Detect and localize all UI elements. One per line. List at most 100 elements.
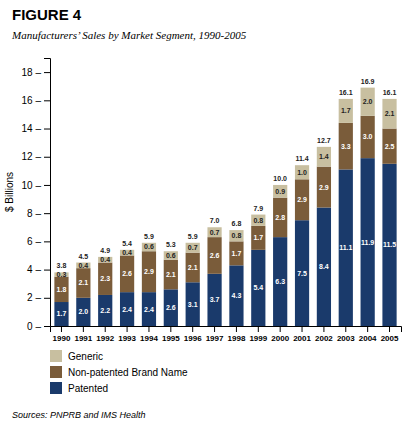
data-label: 2.1 — [188, 264, 198, 271]
bar — [186, 282, 200, 326]
bar — [251, 226, 265, 250]
bar — [207, 227, 221, 237]
bar — [54, 302, 68, 326]
bar — [98, 257, 112, 263]
bar — [295, 165, 309, 179]
x-tick-mark — [170, 326, 171, 332]
legend-swatch — [50, 350, 62, 362]
y-tick-label: 10 – — [22, 180, 42, 191]
legend-label: Patented — [68, 383, 108, 394]
x-tick-mark — [127, 326, 128, 332]
data-label: 2.1 — [385, 110, 395, 117]
x-tick-label: 1991 — [74, 334, 92, 343]
subtitle: Manufacturers’ Sales by Market Segment, … — [11, 29, 247, 41]
x-tick: 2001 — [293, 326, 311, 343]
bar — [76, 268, 90, 298]
y-tick: 4 – — [27, 264, 50, 275]
total-label: 4.5 — [78, 253, 88, 260]
data-label: 2.5 — [385, 143, 395, 150]
data-label: 3.1 — [188, 301, 198, 308]
legend-item: Patented — [50, 382, 108, 394]
data-label: 11.9 — [361, 239, 374, 246]
x-tick: 1993 — [118, 326, 136, 343]
y-tick-mark — [44, 72, 50, 73]
x-tick: 1996 — [184, 326, 202, 343]
data-label: 2.6 — [122, 270, 132, 277]
x-tick-label: 1998 — [228, 334, 246, 343]
bar — [76, 298, 90, 326]
bar — [186, 253, 200, 283]
x-tick: 2005 — [381, 326, 399, 343]
x-tick-label: 1990 — [53, 334, 71, 343]
title: FIGURE 4 — [12, 6, 82, 23]
x-tick-label: 1992 — [96, 334, 114, 343]
data-label: 0.3 — [57, 271, 67, 278]
bar — [229, 230, 243, 241]
bar — [54, 277, 68, 302]
data-label: 1.7 — [341, 107, 351, 114]
y-tick-label: 14 – — [22, 123, 42, 134]
bar — [186, 243, 200, 253]
y-tick: 0 – — [27, 321, 50, 332]
y-tick-label: 0 – — [27, 321, 41, 332]
y-tick-mark — [44, 213, 50, 214]
series-bars — [54, 88, 396, 277]
x-tick: 2002 — [315, 326, 333, 343]
legend-item: Generic — [50, 350, 103, 362]
y-tick-mark — [44, 326, 50, 327]
y-tick: 8 – — [27, 208, 50, 219]
y-axis-title: $ Billions — [4, 172, 15, 212]
bar — [339, 99, 353, 123]
y-tick: 10 – — [22, 180, 50, 191]
total-label: 5.9 — [188, 233, 198, 240]
bar — [164, 251, 178, 259]
y-tick-mark — [44, 270, 50, 271]
y-tick-mark — [44, 157, 50, 158]
bar — [120, 250, 134, 256]
series-bars — [54, 116, 396, 302]
data-label: 1.7 — [57, 310, 67, 317]
data-label: 2.1 — [166, 271, 176, 278]
bar — [382, 99, 396, 129]
x-tick-mark — [389, 326, 390, 332]
bar — [207, 237, 221, 274]
bar — [317, 167, 331, 208]
y-tick: 18 – — [22, 67, 50, 78]
data-label: 11.5 — [383, 241, 396, 248]
y-axis: 0 –2 –4 –6 –8 –10 –12 –14 –16 –18 – — [22, 59, 51, 332]
data-label: 2.9 — [319, 184, 329, 191]
data-label: 0.8 — [253, 217, 263, 224]
x-tick: 2000 — [271, 326, 289, 343]
bar — [295, 220, 309, 326]
x-tick-mark — [105, 326, 106, 332]
x-tick: 1997 — [206, 326, 224, 343]
bar — [339, 123, 353, 170]
bar — [98, 295, 112, 326]
data-label: 4.3 — [232, 292, 242, 299]
bar — [317, 208, 331, 326]
bar — [120, 255, 134, 292]
bar — [339, 169, 353, 326]
data-label: 11.1 — [339, 244, 352, 251]
data-label: 0.9 — [275, 188, 285, 195]
total-label: 12.7 — [317, 137, 331, 144]
data-label: 2.6 — [210, 252, 220, 259]
y-tick-label: 12 – — [22, 151, 42, 162]
data-label: 2.1 — [78, 279, 88, 286]
legend-label: Generic — [68, 351, 103, 362]
legend: GenericNon-patented Brand NamePatented — [50, 350, 188, 394]
data-label: 2.6 — [166, 304, 176, 311]
x-tick-label: 2004 — [359, 334, 377, 343]
x-tick-mark — [280, 326, 281, 332]
total-label: 3.8 — [57, 262, 67, 269]
bar — [98, 263, 112, 295]
x-tick-mark — [148, 326, 149, 332]
x-tick-label: 2005 — [381, 334, 399, 343]
x-tick-label: 1994 — [140, 334, 158, 343]
data-label: 0.6 — [144, 243, 154, 250]
data-label: 1.4 — [319, 153, 329, 160]
bar — [164, 260, 178, 290]
x-tick-mark — [323, 326, 324, 332]
y-axis-line — [44, 59, 51, 327]
bar — [229, 241, 243, 265]
